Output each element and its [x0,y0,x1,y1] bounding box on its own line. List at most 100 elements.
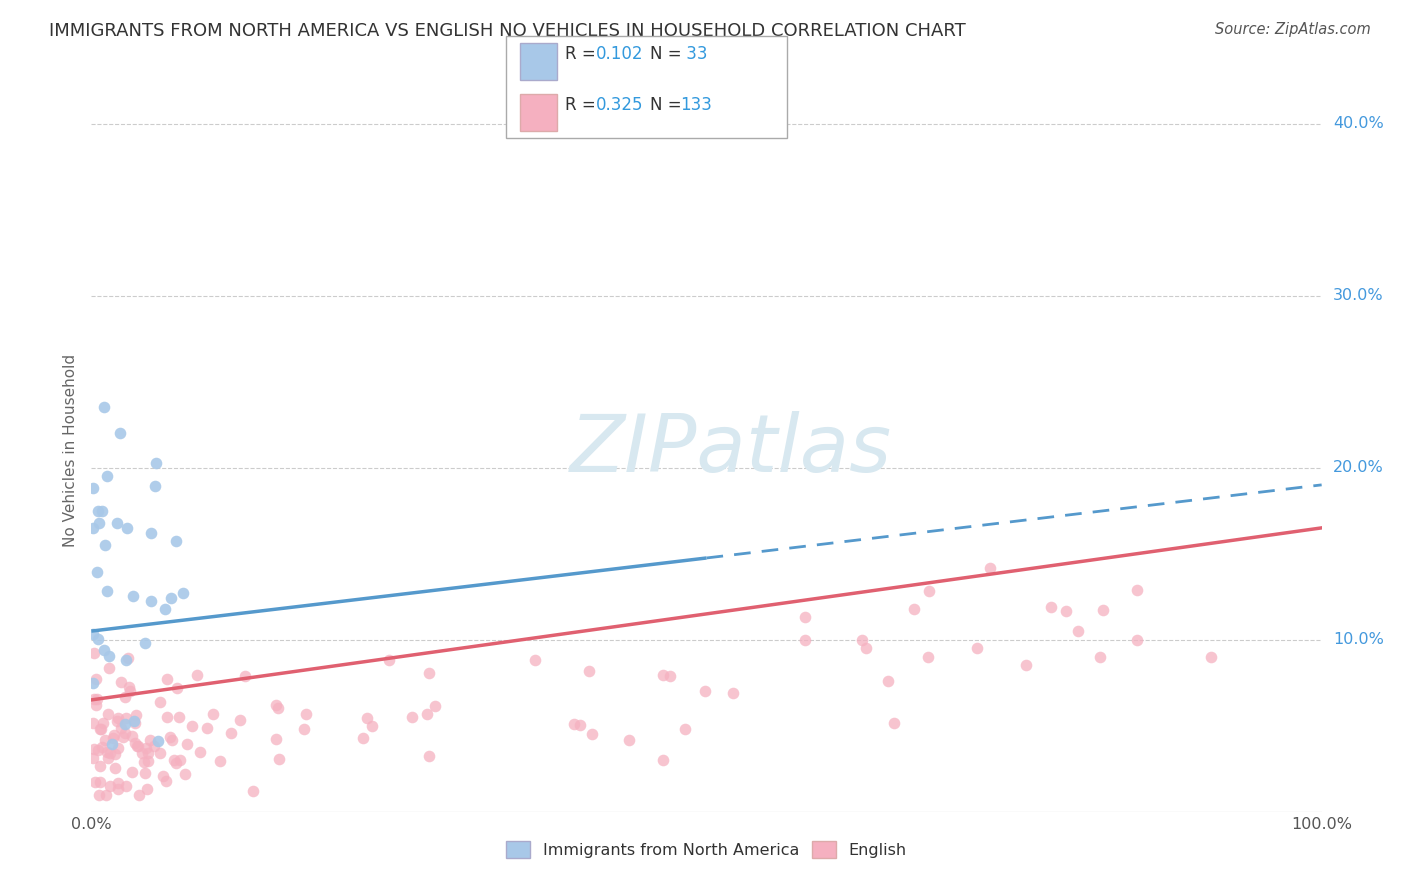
Point [105,714,128,729]
Text: N =: N = [650,96,686,114]
Point [139,594,162,608]
Point [101,731,124,745]
Point [356,711,378,725]
Point [97,661,120,675]
Point [91,503,114,517]
Point [159,730,181,744]
Point [82,627,104,641]
Point [142,739,165,754]
Point [131,746,153,760]
Point [173,767,195,781]
Point [1199,649,1222,664]
Point [1088,649,1111,664]
Point [149,746,172,760]
Point [107,711,129,725]
Point [979,561,1001,575]
Point [84,698,107,712]
Point [132,756,155,770]
Point [124,736,146,750]
Point [97,706,120,721]
Point [97,649,120,664]
Point [188,745,211,759]
Point [139,733,162,747]
Point [90,739,112,754]
Text: ZIPatlas: ZIPatlas [569,411,893,490]
Point [195,721,218,735]
Point [83,742,105,756]
Point [86,742,108,756]
Point [93,642,115,657]
Point [793,632,815,647]
Point [114,711,136,725]
Point [176,737,198,751]
Point [117,521,139,535]
Point [219,725,242,739]
Point [127,739,149,753]
Point [96,469,118,483]
Point [723,686,745,700]
Point [1126,582,1149,597]
Point [917,649,939,664]
Point [114,726,136,740]
Point [146,734,169,748]
Point [87,503,110,517]
Point [93,538,115,552]
Point [1126,632,1149,647]
Point [292,722,315,736]
Point [416,706,439,721]
Point [1092,603,1115,617]
Point [135,741,157,756]
Point [86,691,108,706]
Point [139,526,162,541]
Y-axis label: No Vehicles in Household: No Vehicles in Household [62,354,77,547]
Point [117,650,139,665]
Point [165,534,187,549]
Point [89,723,111,737]
Point [118,683,141,698]
Text: R =: R = [565,45,602,63]
Point [110,721,132,735]
Point [98,779,121,793]
Point [266,701,288,715]
Point [172,586,194,600]
Point [361,719,384,733]
Point [294,707,316,722]
Point [82,481,104,495]
Point [165,756,187,770]
Point [169,753,191,767]
Point [903,601,925,615]
Point [96,584,118,599]
Point [134,635,156,649]
Point [103,728,125,742]
Point [98,746,121,760]
Point [105,516,128,530]
Point [124,715,146,730]
Point [136,781,159,796]
Point [201,706,224,721]
Point [208,754,231,768]
Point [617,733,640,747]
Point [82,716,104,731]
Point [695,684,717,698]
Point [163,753,186,767]
Point [96,745,118,759]
Text: 33: 33 [681,45,707,63]
Point [578,665,600,679]
Point [267,752,290,766]
Point [114,779,136,793]
Point [83,647,105,661]
Point [418,748,440,763]
Point [84,775,107,789]
Point [1054,604,1077,618]
Point [264,698,287,712]
Text: 133: 133 [681,96,713,114]
Point [1015,658,1038,673]
Point [97,750,120,764]
Text: R =: R = [565,96,602,114]
Point [156,673,179,687]
Point [94,788,117,802]
Point [851,633,873,648]
Point [155,601,177,615]
Point [83,691,105,706]
Point [156,710,179,724]
